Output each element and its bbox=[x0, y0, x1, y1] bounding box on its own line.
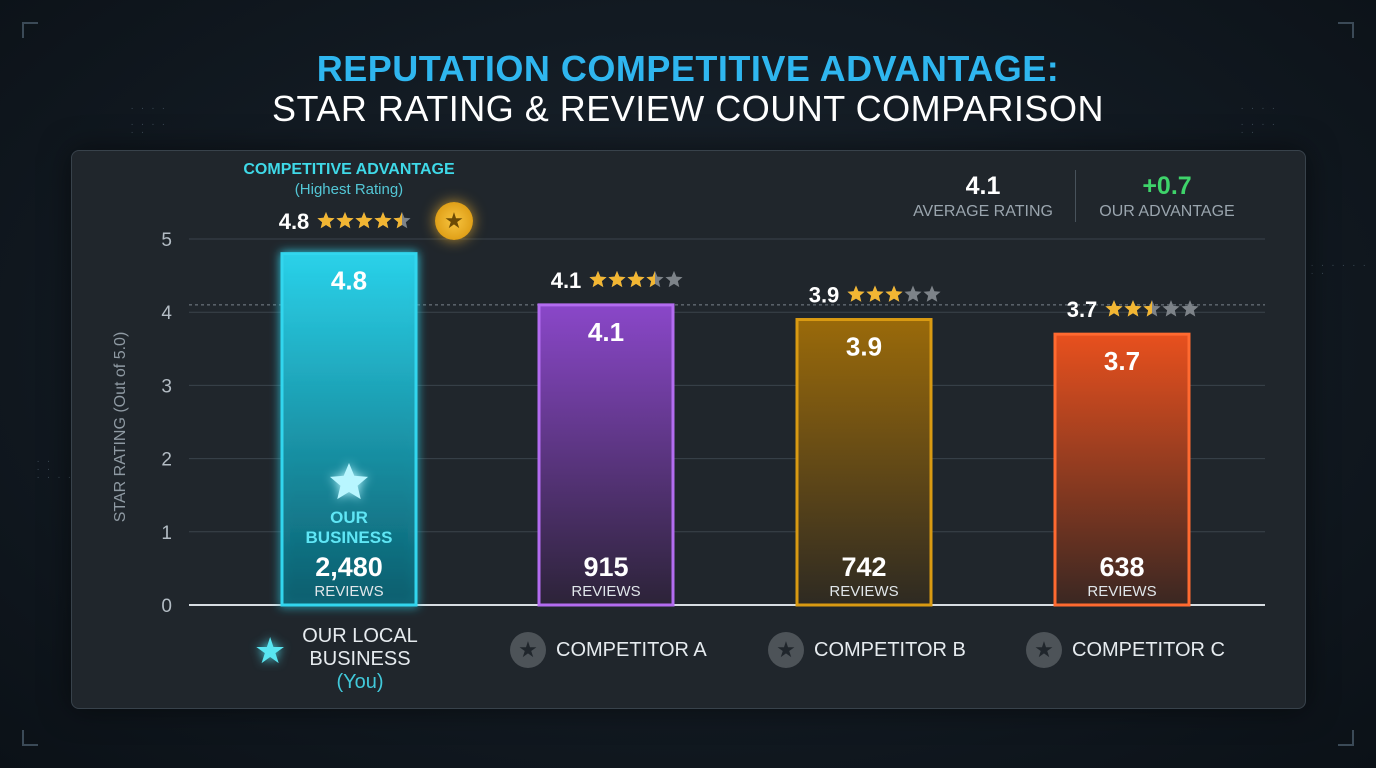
reviews-caption: REVIEWS bbox=[1087, 583, 1156, 600]
chart-title: REPUTATION COMPETITIVE ADVANTAGE: bbox=[316, 48, 1060, 89]
star-icon-filled bbox=[1105, 300, 1123, 317]
category-label: COMPETITOR C bbox=[1072, 638, 1225, 661]
our-business-label: BUSINESS bbox=[306, 528, 393, 547]
star-icon-filled bbox=[627, 270, 645, 288]
star-icon-filled bbox=[847, 285, 865, 302]
rating-value-label: 4.8 bbox=[279, 209, 310, 234]
our-advantage-value: +0.7 bbox=[1142, 172, 1192, 200]
glowing-star-icon: ★ bbox=[254, 630, 287, 671]
y-tick-label: 4 bbox=[161, 303, 172, 324]
our-advantage-label: OUR ADVANTAGE bbox=[1099, 203, 1235, 220]
y-tick-label: 1 bbox=[161, 523, 172, 544]
category-label: COMPETITOR A bbox=[556, 638, 707, 661]
star-icon-empty bbox=[1162, 300, 1180, 317]
decorative-code: · · · · · · · · bbox=[36, 458, 73, 482]
our-advantage-stat: +0.7 OUR ADVANTAGE bbox=[1086, 172, 1248, 221]
category-competitor-c: ★ COMPETITOR C bbox=[1026, 632, 1225, 668]
callout-title: COMPETITIVE ADVANTAGE bbox=[243, 161, 455, 178]
reviews-caption: REVIEWS bbox=[571, 583, 640, 600]
category-label-line: BUSINESS bbox=[309, 648, 411, 670]
star-icon-filled bbox=[336, 212, 354, 229]
star-icon-filled bbox=[374, 212, 392, 229]
star-icon-filled bbox=[866, 285, 884, 302]
bar-value-label: 4.8 bbox=[331, 266, 367, 296]
bar bbox=[537, 303, 675, 607]
callout-subtitle: (Highest Rating) bbox=[294, 181, 404, 198]
average-rating-value: 4.1 bbox=[965, 172, 1001, 200]
review-count-label: 915 bbox=[583, 552, 628, 582]
decorative-code: · · · · · · · · · · bbox=[130, 105, 167, 137]
star-circle-icon: ★ bbox=[510, 632, 546, 668]
category-label-ours: OUR LOCAL BUSINESS (You) bbox=[290, 625, 430, 694]
bar-value-label: 3.9 bbox=[846, 332, 882, 362]
star-circle-icon: ★ bbox=[768, 632, 804, 668]
star-badge-icon: ★ bbox=[435, 202, 473, 240]
our-business-label: OUR bbox=[330, 508, 368, 527]
y-axis-label: STAR RATING (Out of 5.0) bbox=[112, 332, 129, 523]
star-icon-filled bbox=[393, 212, 402, 229]
review-count-label: 638 bbox=[1099, 552, 1144, 582]
bar-value-label: 3.7 bbox=[1104, 346, 1140, 376]
reviews-caption: REVIEWS bbox=[314, 583, 383, 600]
star-icon-empty bbox=[923, 285, 941, 302]
decorative-code: · · · · · · · · · · bbox=[1240, 105, 1277, 137]
y-tick-label: 2 bbox=[161, 450, 172, 471]
y-tick-label: 3 bbox=[161, 376, 172, 397]
category-label-line: OUR LOCAL bbox=[302, 625, 418, 647]
glowing-star-icon bbox=[329, 463, 369, 500]
rating-value-label: 3.9 bbox=[809, 283, 840, 308]
category-label: COMPETITOR B bbox=[814, 638, 966, 661]
star-icon-filled bbox=[608, 270, 626, 288]
star-icon-filled bbox=[885, 285, 903, 302]
reviews-caption: REVIEWS bbox=[829, 583, 898, 600]
bar bbox=[1053, 332, 1191, 607]
outer-frame bbox=[22, 22, 1354, 746]
star-icon-filled bbox=[1143, 300, 1152, 317]
review-count-label: 742 bbox=[841, 552, 886, 582]
frame-corner bbox=[22, 22, 38, 38]
category-competitor-b: ★ COMPETITOR B bbox=[768, 632, 966, 668]
frame-corner bbox=[22, 730, 38, 746]
y-tick-label: 0 bbox=[161, 596, 172, 617]
star-icon-empty bbox=[904, 285, 922, 302]
star-icon-filled bbox=[1124, 300, 1142, 317]
frame-corner bbox=[1338, 730, 1354, 746]
y-tick-label: 5 bbox=[161, 230, 172, 251]
star-icon-filled bbox=[355, 212, 373, 229]
rating-value-label: 4.1 bbox=[551, 268, 582, 293]
star-icon-empty bbox=[665, 270, 683, 288]
star-circle-icon: ★ bbox=[1026, 632, 1062, 668]
chart-subtitle: STAR RATING & REVIEW COUNT COMPARISON bbox=[272, 88, 1104, 129]
stat-divider bbox=[1075, 170, 1076, 222]
bar-value-label: 4.1 bbox=[588, 317, 624, 347]
star-icon-empty bbox=[1181, 300, 1199, 317]
bar bbox=[795, 318, 933, 607]
star-icon-filled bbox=[317, 212, 335, 229]
star-icon-filled bbox=[589, 270, 607, 288]
star-icon-filled bbox=[646, 270, 655, 288]
average-rating-stat: 4.1 AVERAGE RATING bbox=[902, 172, 1064, 221]
bar bbox=[280, 252, 418, 607]
frame-corner bbox=[1338, 22, 1354, 38]
category-competitor-a: ★ COMPETITOR A bbox=[510, 632, 707, 668]
category-label-you: (You) bbox=[336, 671, 384, 693]
decorative-code: · · · · · · · · bbox=[1310, 262, 1368, 278]
rating-value-label: 3.7 bbox=[1067, 297, 1098, 322]
review-count-label: 2,480 bbox=[315, 552, 383, 582]
average-rating-label: AVERAGE RATING bbox=[913, 203, 1053, 220]
